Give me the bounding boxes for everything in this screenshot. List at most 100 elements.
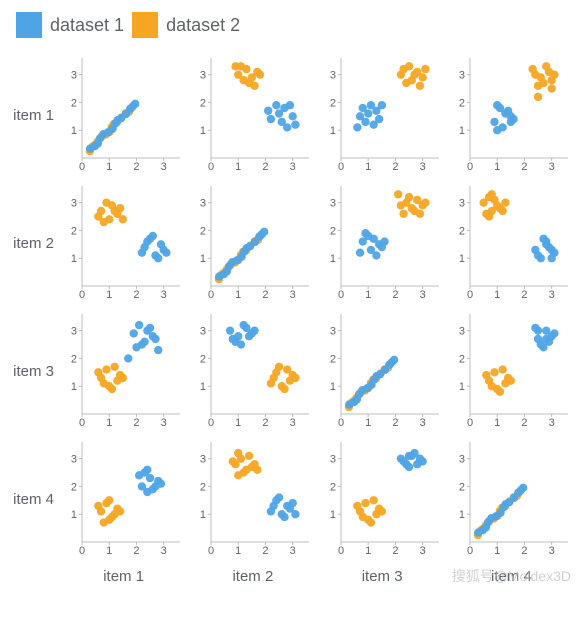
svg-text:3: 3 (71, 326, 77, 338)
col-label-1: item 2 (191, 566, 314, 590)
svg-text:3: 3 (329, 326, 335, 338)
svg-text:3: 3 (459, 198, 465, 210)
svg-text:2: 2 (459, 225, 465, 237)
cell-r1-c0: 0123123 (62, 182, 185, 304)
svg-text:3: 3 (548, 289, 554, 301)
col-label-2: item 3 (321, 566, 444, 590)
panel-r3-c1: 0123123 (191, 438, 313, 560)
panel-r2-c0: 0123123 (62, 310, 184, 432)
svg-text:2: 2 (521, 161, 527, 173)
svg-text:2: 2 (263, 161, 269, 173)
svg-text:2: 2 (200, 481, 206, 493)
svg-text:1: 1 (71, 253, 77, 265)
svg-text:2: 2 (392, 161, 398, 173)
svg-text:2: 2 (329, 481, 335, 493)
cell-r3-c2: 0123123 (321, 438, 444, 560)
panel-r1-c1: 0123123 (191, 182, 313, 304)
svg-text:3: 3 (459, 70, 465, 82)
cell-r2-c2: 0123123 (321, 310, 444, 432)
panel-r1-c0: 0123123 (62, 182, 184, 304)
svg-text:1: 1 (106, 161, 112, 173)
svg-text:0: 0 (79, 417, 85, 429)
cell-r3-c0: 0123123 (62, 438, 185, 560)
svg-text:0: 0 (337, 289, 343, 301)
svg-text:2: 2 (329, 97, 335, 109)
svg-text:3: 3 (548, 161, 554, 173)
svg-text:1: 1 (106, 417, 112, 429)
cell-r1-c1: 0123123 (191, 182, 314, 304)
watermark: 搜狐号@Moldex3D (452, 566, 571, 586)
svg-text:1: 1 (329, 253, 335, 265)
svg-text:2: 2 (459, 353, 465, 365)
svg-text:2: 2 (459, 481, 465, 493)
svg-text:0: 0 (337, 161, 343, 173)
svg-text:3: 3 (329, 454, 335, 466)
svg-text:3: 3 (71, 454, 77, 466)
svg-text:2: 2 (263, 545, 269, 557)
panel-r2-c1: 0123123 (191, 310, 313, 432)
svg-text:2: 2 (200, 225, 206, 237)
svg-text:2: 2 (71, 481, 77, 493)
row-label-0: item 1 (8, 54, 56, 176)
cell-r0-c3: 0 1 2 3 1 2 3 (450, 54, 573, 176)
svg-text:3: 3 (290, 417, 296, 429)
svg-text:2: 2 (521, 417, 527, 429)
panel-r0-c0: 0123123 (62, 54, 184, 176)
svg-text:0: 0 (79, 545, 85, 557)
svg-text:0: 0 (337, 417, 343, 429)
cell-r1-c2: 0123123 (321, 182, 444, 304)
cell-r0-c2: 0123123 (321, 54, 444, 176)
svg-text:1: 1 (329, 125, 335, 137)
svg-text:2: 2 (392, 289, 398, 301)
svg-text:0: 0 (467, 289, 473, 301)
legend-label-1: dataset 1 (50, 15, 124, 36)
svg-text:2: 2 (200, 353, 206, 365)
svg-text:2: 2 (133, 161, 139, 173)
svg-text:0: 0 (467, 161, 473, 173)
svg-text:1: 1 (106, 289, 112, 301)
svg-text:3: 3 (71, 70, 77, 82)
svg-text:1: 1 (494, 417, 500, 429)
svg-text:0: 0 (208, 545, 214, 557)
svg-text:0: 0 (208, 289, 214, 301)
svg-text:3: 3 (329, 198, 335, 210)
cell-r2-c0: 0123123 (62, 310, 185, 432)
svg-text:2: 2 (329, 225, 335, 237)
svg-text:2: 2 (133, 545, 139, 557)
svg-text:0: 0 (79, 161, 85, 173)
svg-text:1: 1 (459, 253, 465, 265)
svg-text:1: 1 (200, 253, 206, 265)
svg-text:3: 3 (161, 289, 167, 301)
svg-text:1: 1 (365, 417, 371, 429)
svg-text:1: 1 (71, 381, 77, 393)
svg-text:1: 1 (459, 381, 465, 393)
svg-text:3: 3 (200, 326, 206, 338)
svg-text:1: 1 (459, 125, 465, 137)
svg-text:1: 1 (494, 289, 500, 301)
svg-text:1: 1 (459, 509, 465, 521)
svg-text:2: 2 (521, 545, 527, 557)
svg-text:1: 1 (71, 125, 77, 137)
svg-text:3: 3 (548, 417, 554, 429)
panel-r1-c3: 0123123 (450, 182, 572, 304)
svg-text:1: 1 (329, 509, 335, 521)
scatter-matrix: item 1 0 1 2 3 1 2 3 0 1 2 3 1 2 3 0 1 2 3 1 2 3 0 1 2 3 1 2 3 item 2… (8, 54, 573, 590)
svg-text:3: 3 (290, 545, 296, 557)
svg-text:1: 1 (494, 545, 500, 557)
svg-text:2: 2 (459, 97, 465, 109)
svg-text:2: 2 (71, 97, 77, 109)
svg-text:2: 2 (133, 417, 139, 429)
svg-text:1: 1 (71, 509, 77, 521)
panel-r0-c2: 0123123 (321, 54, 443, 176)
cell-r2-c1: 0123123 (191, 310, 314, 432)
svg-text:1: 1 (494, 161, 500, 173)
panel-r0-c1: 0123123 (191, 54, 313, 176)
svg-text:1: 1 (365, 161, 371, 173)
svg-text:2: 2 (329, 353, 335, 365)
svg-text:3: 3 (200, 70, 206, 82)
cell-r2-c3: 0123123 (450, 310, 573, 432)
cell-r0-c1: 0123123 (191, 54, 314, 176)
svg-text:1: 1 (200, 509, 206, 521)
panel-r3-c0: 0123123 (62, 438, 184, 560)
legend-swatch-2 (132, 12, 158, 38)
